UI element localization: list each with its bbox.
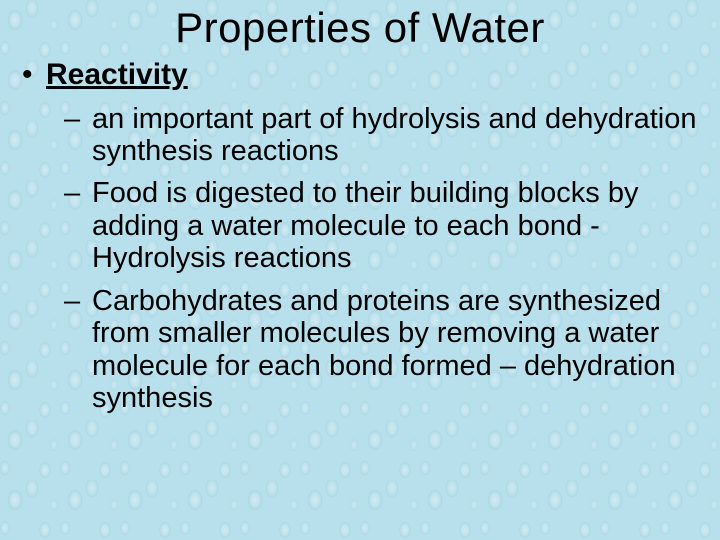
slide-title: Properties of Water <box>18 4 702 52</box>
bullet-reactivity: Reactivity <box>18 58 702 93</box>
bullet-hydrolysis-intro: an important part of hydrolysis and dehy… <box>18 103 702 168</box>
slide: Properties of Water Reactivity an import… <box>0 0 720 540</box>
bullet-carbs-proteins: Carbohydrates and proteins are synthesiz… <box>18 285 702 415</box>
bullet-food-digested: Food is digested to their building block… <box>18 177 702 274</box>
